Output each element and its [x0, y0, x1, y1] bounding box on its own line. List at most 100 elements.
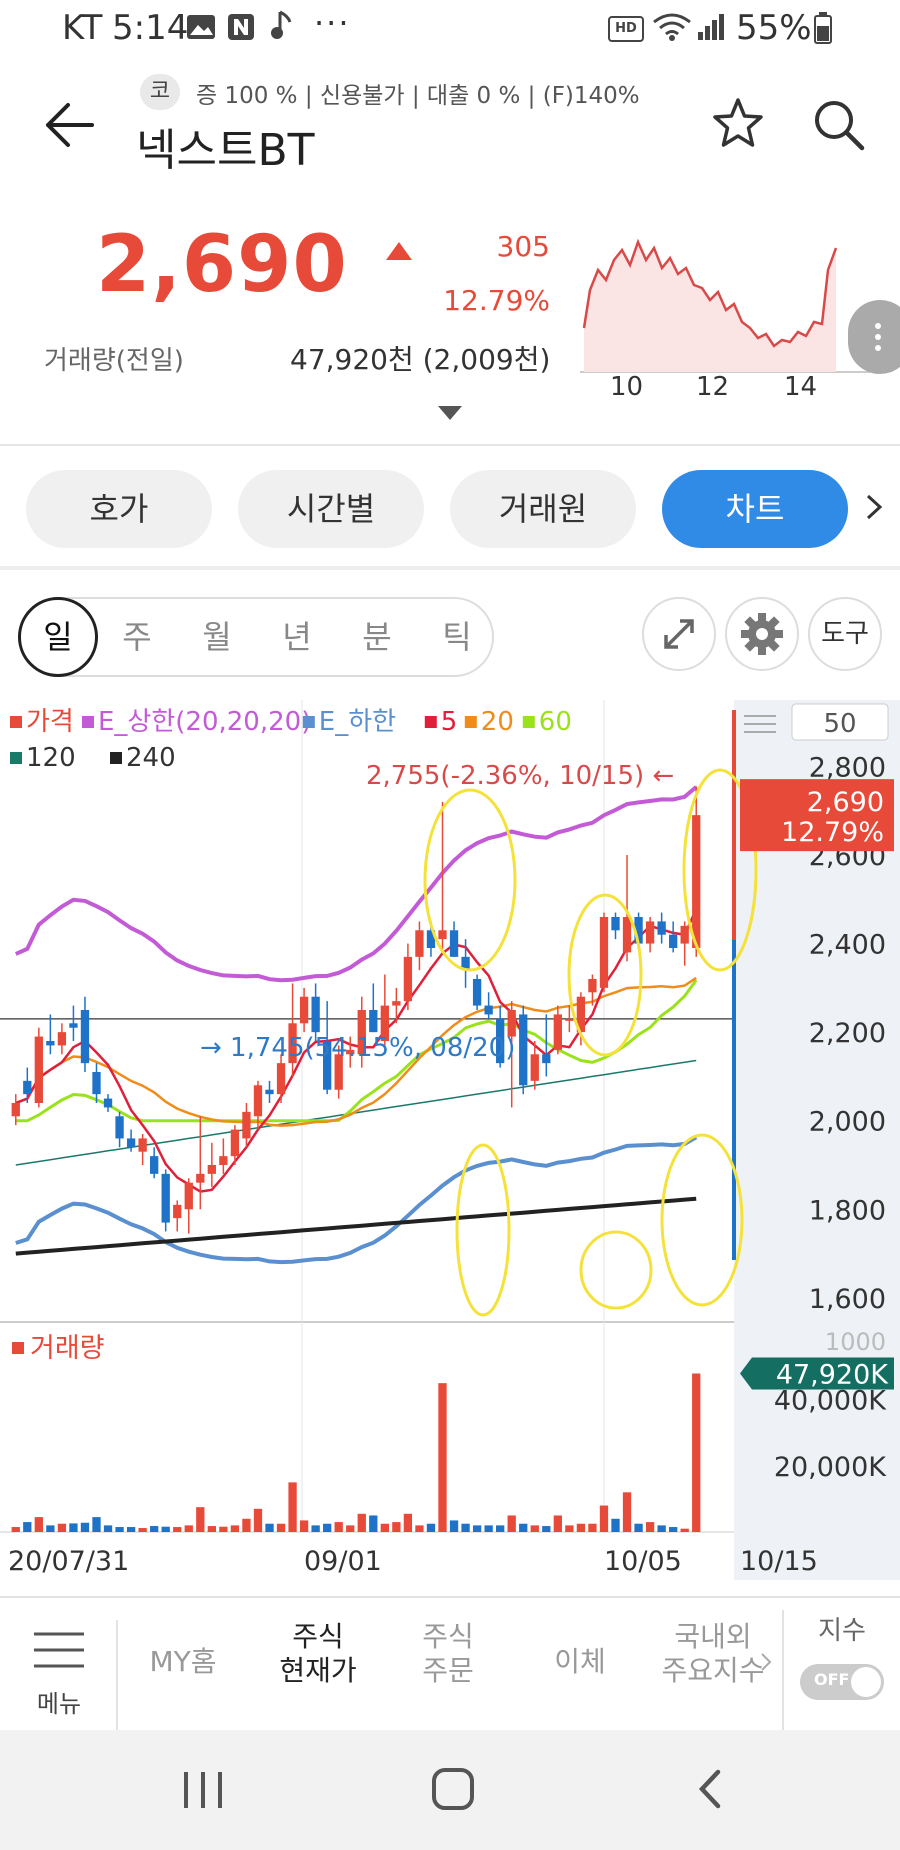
- settings-button[interactable]: [725, 597, 799, 671]
- candle-body: [472, 979, 482, 1006]
- candle-body: [553, 1014, 562, 1050]
- intraday-mini-chart[interactable]: [580, 230, 870, 378]
- nav-stock-current[interactable]: 주식 현재가: [279, 1620, 357, 1687]
- chevron-right-icon[interactable]: [860, 492, 886, 522]
- menu-button[interactable]: 메뉴: [20, 1620, 98, 1718]
- period-day[interactable]: 일: [18, 597, 98, 677]
- legend-label: 120: [26, 743, 76, 773]
- candle-body: [92, 1072, 101, 1095]
- candle-body: [334, 1054, 343, 1090]
- candle-body: [357, 1010, 366, 1055]
- search-icon[interactable]: [810, 96, 866, 152]
- candle-body: [323, 1041, 332, 1090]
- back-icon[interactable]: [690, 1766, 730, 1812]
- volume-bar: [576, 1523, 586, 1532]
- volume-bar: [276, 1523, 286, 1532]
- candle-body: [611, 917, 620, 931]
- favorite-star-icon[interactable]: [710, 96, 766, 152]
- index-toggle[interactable]: OFF: [800, 1664, 884, 1700]
- legend-swatch: [12, 1342, 24, 1354]
- volume-bar: [92, 1517, 101, 1532]
- stock-info-line: 증 100 % | 신용불가 | 대출 0 % | (F)140%: [196, 83, 640, 109]
- legend-label: E_상한(20,20,20): [98, 707, 311, 737]
- divider: [0, 566, 900, 570]
- period-minute[interactable]: 분: [362, 618, 392, 656]
- nav-indices[interactable]: 국내외 주요지수: [661, 1620, 765, 1687]
- hd-icon: HD: [608, 16, 644, 42]
- volume-bar: [103, 1525, 113, 1532]
- volume-bar: [299, 1520, 309, 1532]
- candle-body: [380, 1005, 389, 1041]
- candle-body: [484, 1005, 493, 1015]
- volume-bar: [426, 1523, 436, 1532]
- nav-stock-order[interactable]: 주식 주문: [422, 1620, 474, 1687]
- volume-tick-partial: 1000: [825, 1328, 886, 1356]
- candle-body: [657, 921, 666, 935]
- candle-body: [403, 956, 413, 1002]
- period-week[interactable]: 주: [122, 618, 152, 656]
- period-year[interactable]: 년: [282, 618, 312, 656]
- fullscreen-button[interactable]: [642, 597, 716, 671]
- price-change: 305: [496, 230, 550, 263]
- index-label: 지수: [818, 1616, 866, 1646]
- y-tick-label: 1,600: [809, 1284, 886, 1315]
- gear-icon: [741, 613, 783, 655]
- legend-label: 240: [126, 743, 176, 773]
- tools-button[interactable]: 도구: [808, 597, 882, 671]
- expand-chevron-icon[interactable]: [438, 406, 462, 420]
- volume-bar: [69, 1523, 78, 1532]
- legend-label: 20: [481, 707, 514, 737]
- recent-apps-icon[interactable]: [180, 1768, 226, 1812]
- volume-bar: [46, 1525, 55, 1532]
- candle-body: [415, 930, 424, 957]
- tab-time[interactable]: 시간별: [238, 470, 424, 548]
- candle-body: [207, 1165, 216, 1174]
- period-month[interactable]: 월: [202, 618, 232, 656]
- up-arrow-icon: [386, 242, 412, 260]
- nav-my-home[interactable]: MY홈: [149, 1645, 217, 1678]
- legend-label: 5: [441, 707, 458, 737]
- candle-body: [230, 1129, 240, 1157]
- carrier: KT: [62, 8, 103, 48]
- toggle-state: OFF: [814, 1670, 850, 1689]
- volume-tick-label: 40,000K: [774, 1386, 887, 1417]
- volume-bar: [507, 1515, 516, 1532]
- tab-hoga[interactable]: 호가: [26, 470, 212, 548]
- candle-body: [23, 1080, 32, 1095]
- highlight-ellipse: [660, 1133, 744, 1307]
- volume-bar: [392, 1522, 401, 1532]
- candle-body: [530, 1054, 539, 1081]
- highlight-ellipse: [455, 1143, 511, 1317]
- volume-bar: [334, 1522, 343, 1532]
- period-tick[interactable]: 틱: [442, 618, 472, 656]
- candle-body: [46, 1041, 55, 1046]
- y-tick-label: 2,200: [809, 1018, 886, 1049]
- vertical-dots-icon: [875, 323, 881, 351]
- volume-legend: 거래량: [30, 1333, 105, 1364]
- envelope-lower-line: [15, 1135, 698, 1265]
- candle-body: [299, 996, 309, 1024]
- back-arrow-icon[interactable]: [40, 95, 100, 155]
- legend-swatch: [302, 716, 315, 728]
- volume-bar: [323, 1523, 332, 1532]
- system-navigation-bar: [0, 1730, 900, 1850]
- volume-bar: [253, 1508, 263, 1532]
- mini-tick: 12: [696, 372, 730, 402]
- volume-bar: [622, 1492, 632, 1532]
- wifi-icon: [653, 13, 691, 41]
- price-change-percent: 12.79%: [443, 284, 550, 317]
- volume-bar: [380, 1523, 389, 1532]
- tab-broker[interactable]: 거래원: [450, 470, 636, 548]
- candle-body: [346, 1049, 355, 1055]
- nav-divider: [782, 1610, 784, 1730]
- music-icon: [271, 10, 292, 39]
- tab-chart[interactable]: 차트: [662, 470, 848, 548]
- more-options-button[interactable]: [848, 300, 900, 374]
- price-chart[interactable]: 가격 E_상한(20,20,20) E_하한 5 20 60 120 240 2,755(-2.…: [0, 700, 900, 1580]
- volume-bar: [23, 1522, 32, 1532]
- nav-transfer[interactable]: 이체: [554, 1645, 606, 1678]
- home-icon[interactable]: [430, 1766, 476, 1812]
- volume-bar: [472, 1525, 482, 1532]
- candle-body: [265, 1089, 274, 1095]
- legend-swatch: [10, 752, 22, 764]
